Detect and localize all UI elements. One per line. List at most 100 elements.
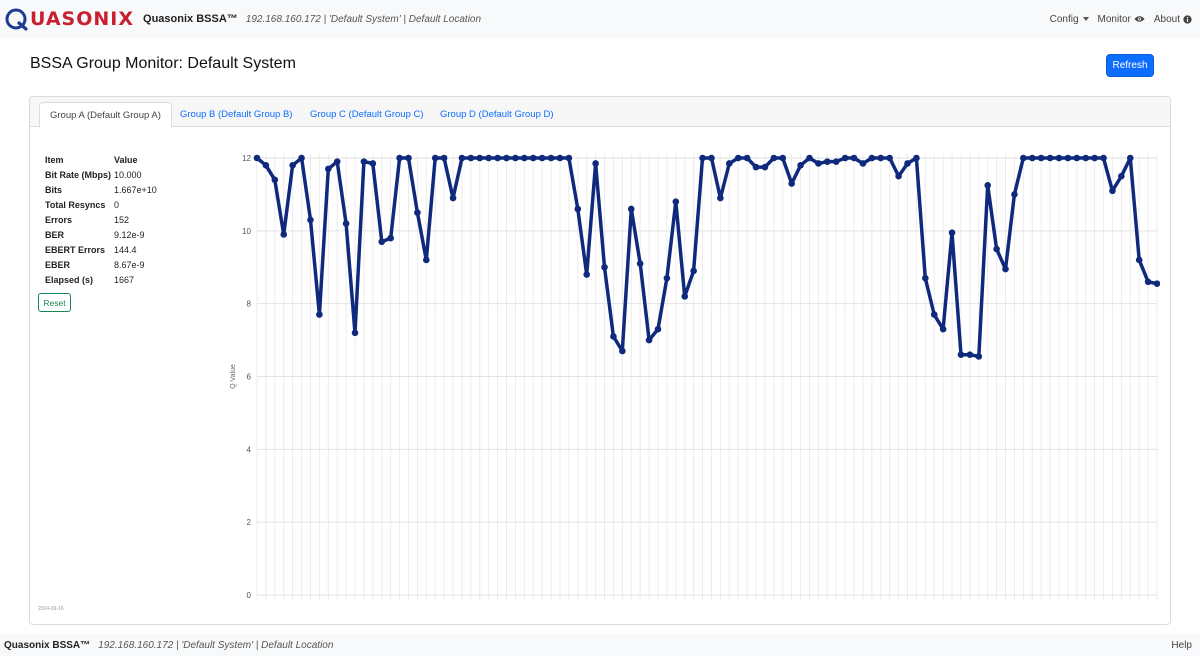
data-point [1135,256,1143,264]
data-point [815,160,822,167]
tab-group-a[interactable]: Group A (Default Group A) [39,102,172,128]
stats-table: Item Value Bit Rate (Mbps) 10.000 Bits 1… [45,152,157,287]
app-brand[interactable]: Quasonix BSSA™ [143,13,238,25]
y-tick-label: 8 [247,300,252,309]
data-point [984,182,991,189]
data-point [1091,154,1098,162]
logo-text: UASONIX [30,8,135,30]
data-point [360,158,368,165]
data-point [583,271,591,278]
y-axis-label: Q Value [230,364,237,389]
data-point [841,154,849,162]
y-tick-label: 10 [242,227,251,236]
data-point [966,351,974,358]
y-tick-label: 4 [247,445,252,454]
stat-value: 152 [114,214,130,225]
stat-label: Total Resyncs [45,199,106,210]
data-point [939,325,947,333]
monitor-menu[interactable]: Monitor [1098,14,1145,25]
help-link[interactable]: Help [1171,639,1192,651]
data-point [823,158,831,165]
data-point [556,154,564,162]
stat-label: EBER [45,259,71,270]
data-point [512,154,519,162]
data-point [993,245,1000,253]
data-point [1020,154,1027,162]
data-point [1011,191,1018,198]
data-point [431,154,439,162]
data-point [1002,265,1009,273]
data-point [298,154,305,162]
table-row: Bit Rate (Mbps) 10.000 [45,167,157,182]
y-tick-label: 0 [247,591,252,600]
data-point [271,176,279,184]
tab-group-d[interactable]: Group D (Default Group D) [440,109,554,120]
date-stamp: 2024-09-16 [38,606,64,612]
data-point [521,154,528,162]
data-point [423,256,430,264]
stat-label: Bits [45,184,63,195]
data-point [895,172,902,180]
page-title: BSSA Group Monitor: Default System [30,55,296,72]
data-point [574,205,582,213]
data-point [627,205,635,213]
data-point [752,163,760,171]
data-point [351,329,359,337]
data-point [1082,154,1090,162]
stat-value: 10.000 [114,169,142,180]
data-point [975,353,983,360]
data-point [529,154,537,162]
data-point [289,161,296,169]
data-point [485,154,492,162]
data-point [396,154,403,162]
data-point [913,154,920,162]
y-tick-label: 2 [247,518,252,527]
data-point [476,154,484,162]
data-point [779,154,787,162]
data-point [690,267,697,275]
data-point [592,160,599,167]
data-point [832,158,840,165]
data-point [324,165,332,173]
data-point [734,154,742,162]
table-row: EBER 8.67e-9 [45,257,157,272]
stat-label: Elapsed (s) [45,274,94,285]
table-row: Errors 152 [45,212,157,227]
table-row: EBERT Errors 144.4 [45,242,157,257]
stat-label: BER [45,229,65,240]
data-point [369,160,377,167]
data-point [859,160,867,167]
stats-header-value: Value [114,154,138,165]
data-point [1100,154,1107,162]
data-point [1153,280,1160,287]
refresh-button[interactable]: Refresh [1106,54,1154,77]
data-point [681,293,689,300]
info-icon [1183,14,1192,24]
data-point [850,154,858,162]
reset-button[interactable]: Reset [38,293,71,312]
data-point [619,347,626,355]
footer: Quasonix BSSA™ 192.168.160.172 | 'Defaul… [0,634,1200,656]
data-point [280,231,288,238]
data-point [1028,154,1036,162]
data-point [948,229,956,236]
tab-bar: Group A (Default Group A) Group B (Defau… [30,97,1170,128]
data-point [601,263,608,271]
data-point [645,336,653,344]
tab-group-b[interactable]: Group B (Default Group B) [180,109,293,120]
data-point [414,209,421,216]
data-point [654,325,662,333]
data-point [868,154,876,162]
tab-group-c[interactable]: Group C (Default Group C) [310,109,424,120]
about-menu[interactable]: About [1154,14,1192,25]
data-point [708,154,715,162]
data-point [672,198,680,205]
stat-value: 9.12e-9 [114,229,145,240]
data-point [1109,187,1116,195]
data-point [770,154,778,162]
config-menu[interactable]: Config [1050,14,1089,25]
data-point [538,154,546,162]
stat-value: 1.667e+10 [114,184,157,195]
quasonix-logo[interactable]: UASONIX [4,6,134,32]
data-point [1055,154,1063,162]
